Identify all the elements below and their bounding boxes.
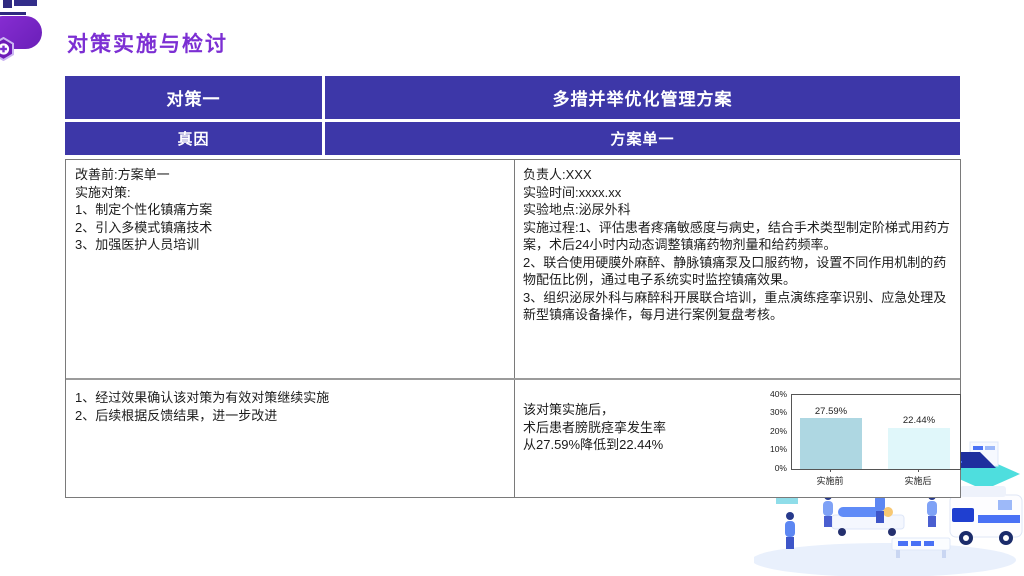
countermeasure-table: 改善前:方案单一 实施对策: 1、制定个性化镇痛方案 2、引入多模式镇痛技术 3… (65, 159, 961, 498)
cell-effect-summary: 该对策实施后， 术后患者膀胱痉挛发生率 从27.59%降低到22.44% (523, 401, 755, 454)
table-vertical-divider (514, 160, 515, 497)
table-horizontal-divider (66, 378, 960, 380)
text-line: 该对策实施后， (523, 402, 615, 417)
text-line: 改善前:方案单一 (75, 167, 170, 182)
corner-decoration (3, 0, 12, 8)
cell-implementation-details: 负责人:XXX 实验时间:xxxx.xx 实验地点:泌尿外科 实施过程:1、评估… (523, 166, 951, 324)
cell-before-and-actions: 改善前:方案单一 实施对策: 1、制定个性化镇痛方案 2、引入多模式镇痛技术 3… (75, 166, 505, 254)
x-axis-label-before: 实施前 (816, 476, 844, 486)
y-axis-tick: 30% (769, 407, 787, 417)
text-line: 2、引入多模式镇痛技术 (75, 219, 213, 235)
x-axis-label-after: 实施后 (904, 476, 932, 486)
text-line: 1、经过效果确认该对策为有效对策继续实施 (75, 390, 330, 405)
text-line: 2、后续根据反馈结果，进一步改进 (75, 407, 278, 423)
bar-value-label: 27.59% (814, 405, 848, 417)
text-line: 实验时间:xxxx.xx (523, 184, 622, 200)
person-figure (785, 512, 795, 549)
hospital-bed (891, 537, 951, 558)
y-axis-tick: 0% (774, 463, 787, 473)
bar-实施后 (888, 427, 950, 469)
text-line: 从27.59%降低到22.44% (523, 437, 664, 452)
chart-plot-area: 27.59% 22.44% (791, 394, 961, 470)
medical-plus-hexagon-icon (0, 37, 14, 61)
header-cell-countermeasure: 对策一 (65, 76, 322, 119)
text-line: 3、组织泌尿外科与麻醉科开展联合培训，重点演练痉挛识别、应急处理及新型镇痛设备操… (523, 289, 947, 323)
logo-badge (0, 16, 42, 61)
bar-value-label: 22.44% (902, 415, 936, 427)
header-cell-plan-title: 多措并举优化管理方案 (325, 76, 960, 119)
header-cell-cause-value: 方案单一 (325, 122, 960, 155)
text-line: 实施过程:1、评估患者疼痛敏感度与病史，结合手术类型制定阶梯式用药方案，术后24… (523, 219, 950, 253)
page-title: 对策实施与检讨 (67, 33, 228, 56)
y-axis-tick: 20% (769, 426, 787, 436)
header-cell-root-cause: 真因 (65, 122, 322, 155)
corner-decoration (0, 12, 26, 15)
text-line: 3、加强医护人员培训 (75, 237, 200, 252)
text-line: 术后患者膀胱痉挛发生率 (523, 419, 667, 435)
text-line: 实验地点:泌尿外科 (523, 202, 631, 217)
y-axis-tick: 10% (769, 444, 787, 454)
countermeasure-header: 对策一 多措并举优化管理方案 真因 方案单一 (65, 76, 960, 155)
spasm-rate-bar-chart: 40% 30% 20% 10% 0% 27.59% 22.44% 实施前 实施后 (761, 386, 961, 494)
y-axis-tick: 40% (769, 389, 787, 399)
text-line: 负责人:XXX (523, 167, 592, 182)
bar-实施前 (800, 417, 862, 469)
x-axis-tick-mark (830, 469, 831, 472)
hospital-bed (831, 507, 905, 536)
x-axis-tick-mark (918, 469, 919, 472)
corner-decoration (14, 0, 37, 6)
text-line: 实施对策: (75, 184, 131, 200)
text-line: 2、联合使用硬膜外麻醉、静脉镇痛泵及口服药物，设置不同作用机制的药物配伍比例，通… (523, 254, 947, 288)
text-line: 1、制定个性化镇痛方案 (75, 202, 213, 217)
cell-review-conclusion: 1、经过效果确认该对策为有效对策继续实施 2、后续根据反馈结果，进一步改进 (75, 389, 505, 424)
